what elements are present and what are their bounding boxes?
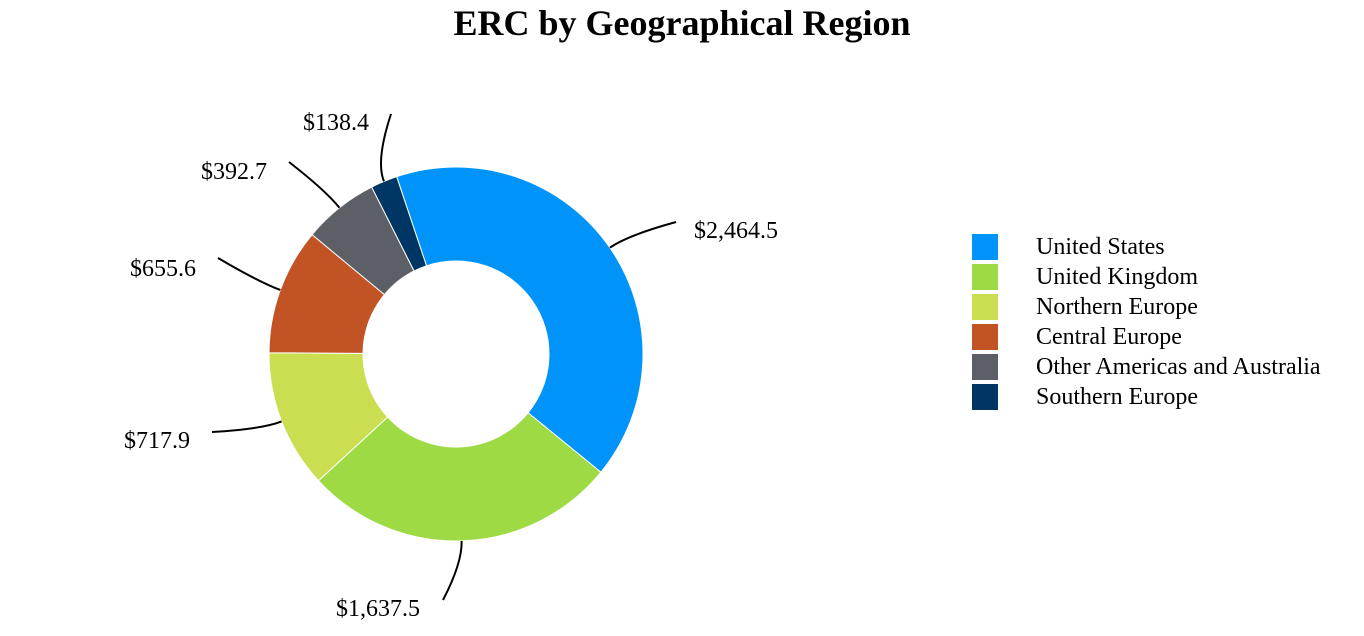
legend-item-united-states: United States: [972, 232, 1321, 262]
leader-line: [211, 420, 282, 433]
leader-line: [217, 257, 281, 291]
leader-line: [609, 221, 677, 249]
legend-swatch: [972, 384, 998, 410]
legend-swatch: [972, 294, 998, 320]
legend-item-southern-europe: Southern Europe: [972, 382, 1321, 412]
legend-swatch: [972, 234, 998, 260]
legend-swatch: [972, 354, 998, 380]
legend-item-central-europe: Central Europe: [972, 322, 1321, 352]
legend-label: United Kingdom: [1036, 263, 1198, 290]
legend-label: Southern Europe: [1036, 383, 1198, 410]
data-label: $138.4: [303, 110, 369, 136]
legend-label: Central Europe: [1036, 323, 1182, 350]
legend-label: United States: [1036, 233, 1165, 260]
donut-slice-southern-europe: [371, 176, 428, 272]
legend-swatch: [972, 264, 998, 290]
leader-line: [442, 540, 463, 601]
data-label: $2,464.5: [694, 218, 778, 244]
slice-labels: $2,464.5 $1,637.5 $717.9 $655.6 $392.7 $138.4: [124, 110, 778, 622]
donut-slices: [268, 166, 644, 542]
legend-item-united-kingdom: United Kingdom: [972, 262, 1321, 292]
data-label: $717.9: [124, 428, 190, 454]
legend-label: Other Americas and Australia: [1036, 353, 1321, 380]
data-label: $1,637.5: [336, 596, 420, 622]
leader-line: [380, 113, 392, 182]
data-label: $392.7: [201, 159, 267, 185]
legend: United States United Kingdom Northern Eu…: [972, 232, 1321, 412]
legend-label: Northern Europe: [1036, 293, 1198, 320]
leader-line: [288, 161, 341, 209]
leader-lines: [211, 113, 677, 601]
donut-slice-united-states: [396, 166, 644, 473]
data-label: $655.6: [130, 256, 196, 282]
donut-slice-united-kingdom: [317, 412, 602, 542]
legend-swatch: [972, 324, 998, 350]
chart-title: ERC by Geographical Region: [453, 3, 911, 43]
legend-item-northern-europe: Northern Europe: [972, 292, 1321, 322]
legend-item-other-americas-australia: Other Americas and Australia: [972, 352, 1321, 382]
